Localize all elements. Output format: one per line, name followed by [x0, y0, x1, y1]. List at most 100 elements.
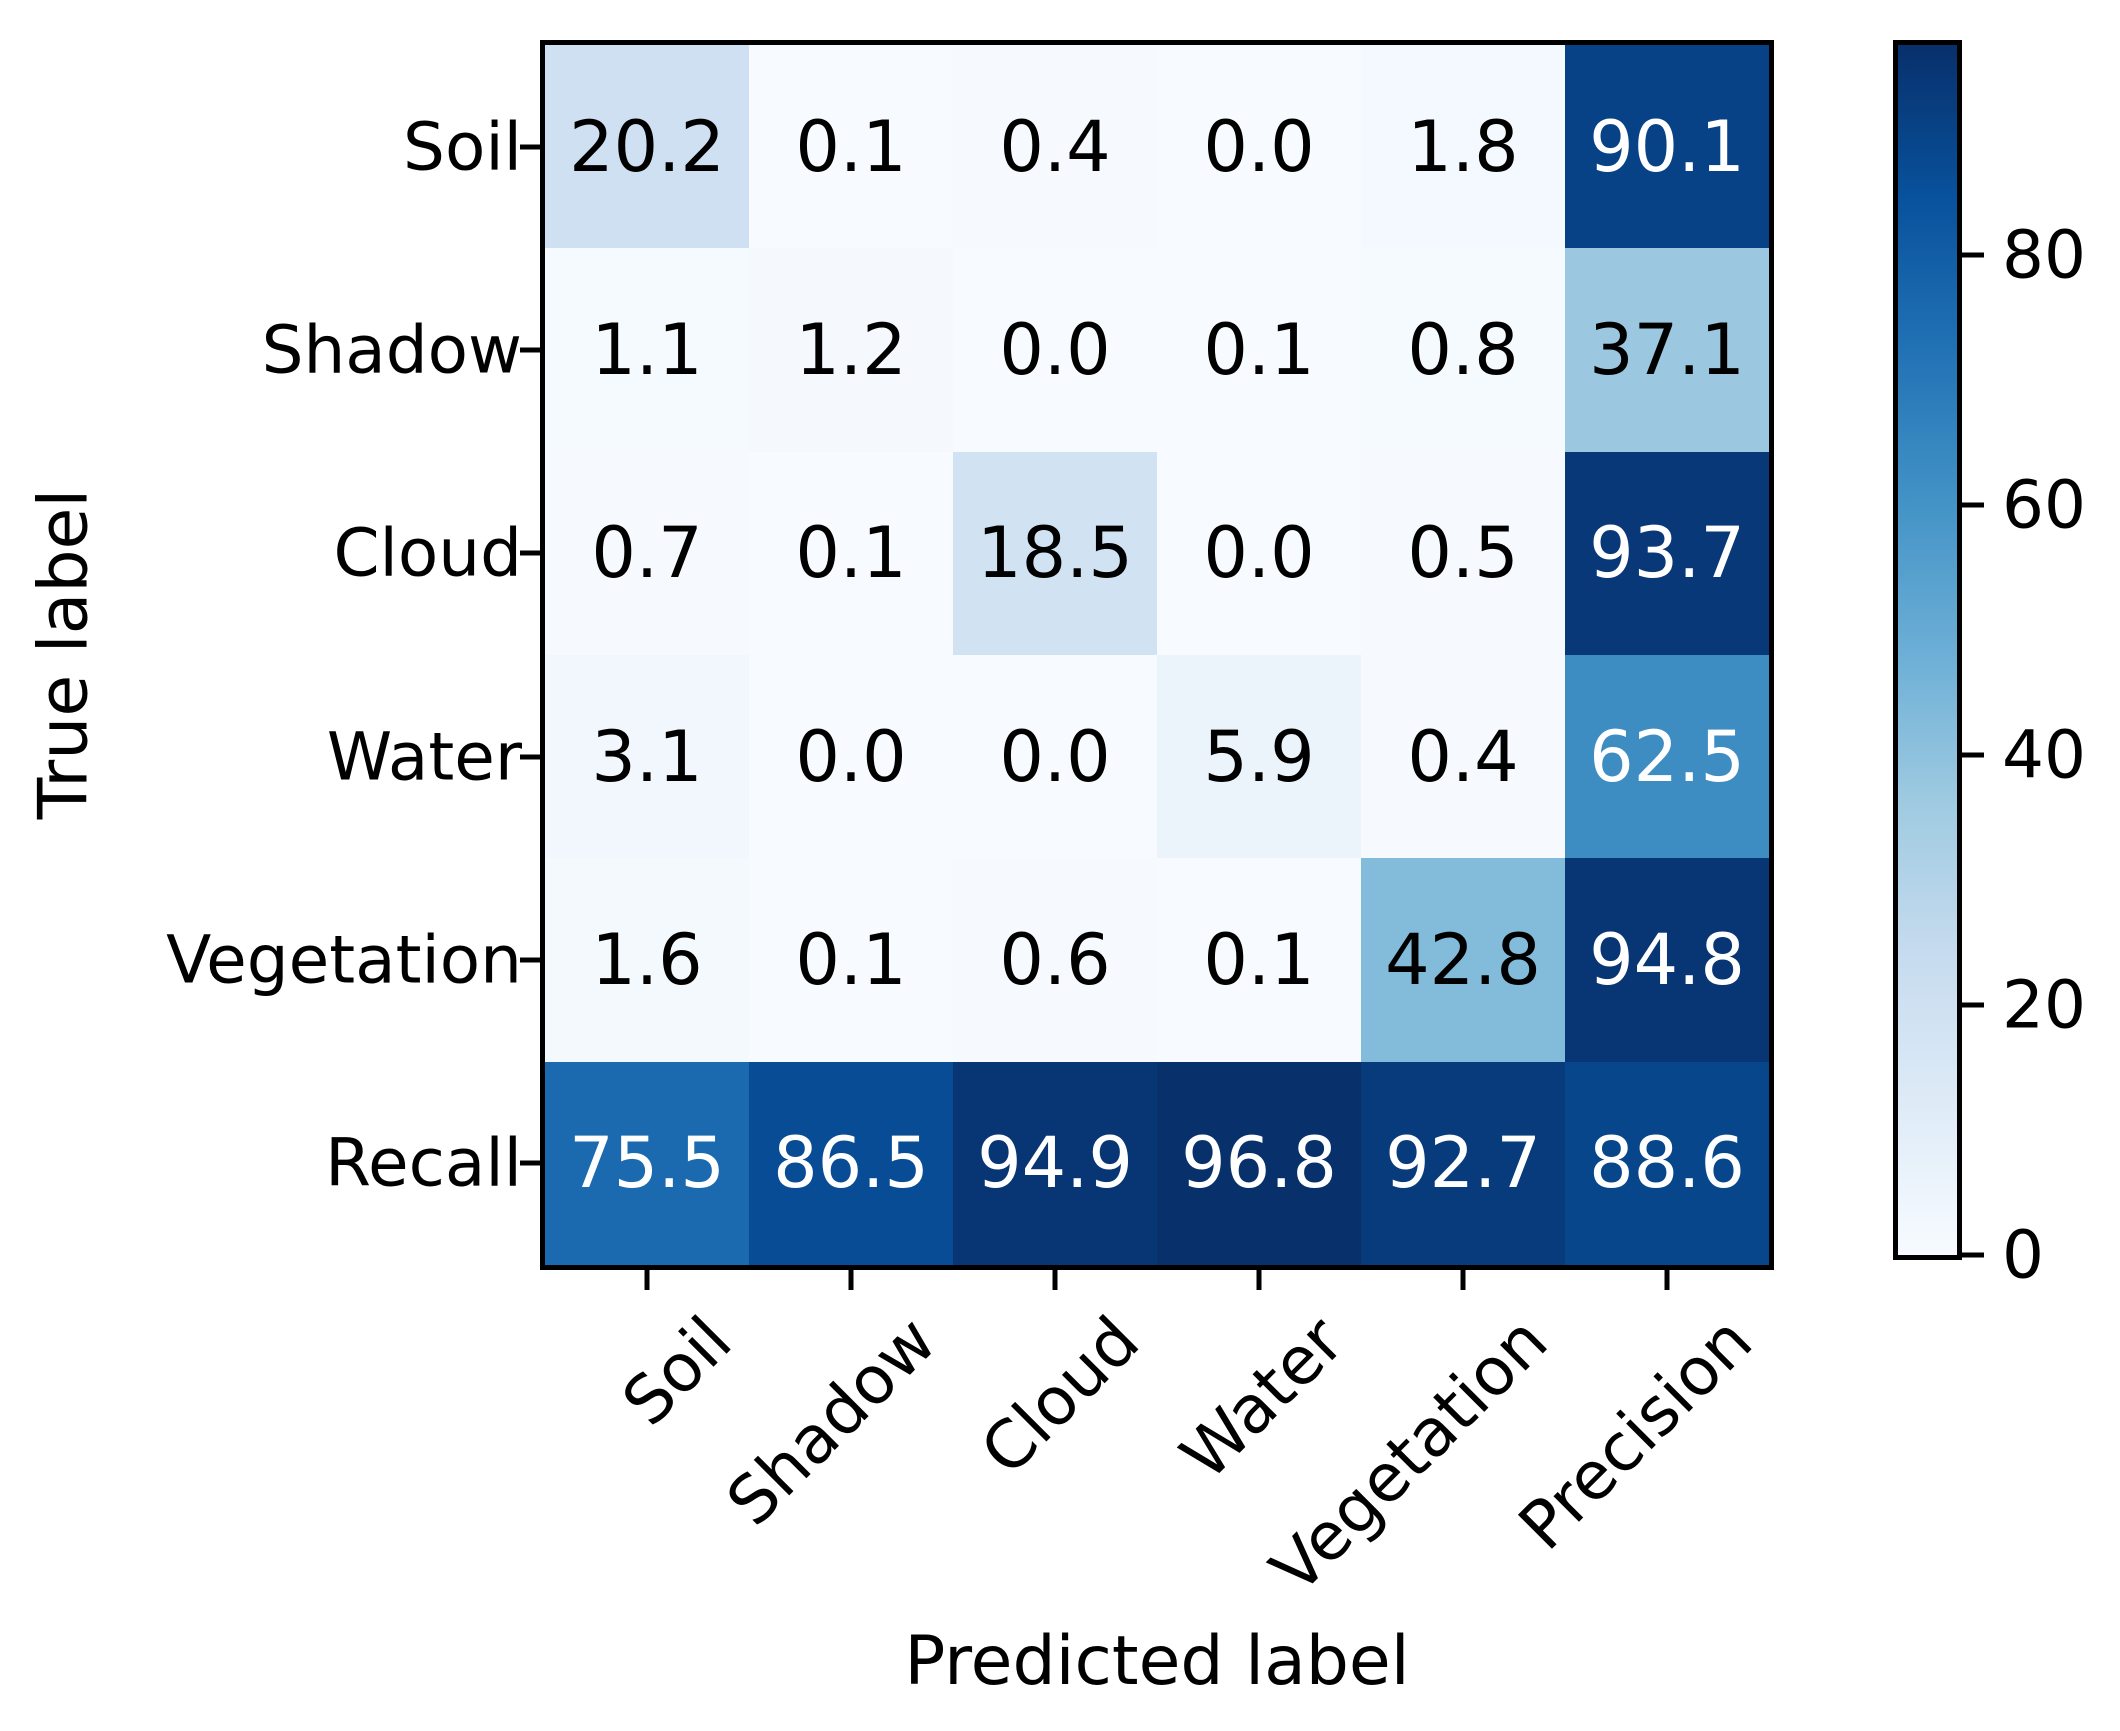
heatmap-cell: 86.5	[749, 1061, 953, 1265]
heatmap-cell: 0.7	[545, 451, 749, 655]
y-tick-label: Recall	[325, 1124, 522, 1202]
colorbar-tick-mark	[1962, 752, 1984, 758]
heatmap-cell-value: 0.6	[999, 918, 1111, 1001]
heatmap-cell-value: 93.7	[1589, 512, 1745, 595]
heatmap-cell: 94.9	[953, 1061, 1157, 1265]
heatmap-cell-value: 90.1	[1589, 105, 1745, 188]
colorbar	[1893, 40, 1962, 1260]
heatmap-cell-value: 20.2	[569, 105, 725, 188]
x-tick-mark	[644, 1270, 650, 1290]
heatmap-cell: 0.6	[953, 858, 1157, 1062]
heatmap-cell: 20.2	[545, 45, 749, 249]
heatmap-cell-value: 18.5	[977, 512, 1133, 595]
heatmap-cell: 1.8	[1361, 45, 1565, 249]
heatmap-cell-value: 1.6	[591, 918, 703, 1001]
y-axis-title: True label	[24, 488, 104, 820]
heatmap-cell: 0.4	[1361, 654, 1565, 859]
heatmap-cell-value: 37.1	[1589, 308, 1745, 391]
y-tick-label: Shadow	[261, 311, 522, 389]
heatmap-cell: 0.1	[749, 858, 953, 1062]
heatmap-cell: 37.1	[1565, 248, 1769, 452]
heatmap-cell: 0.1	[749, 45, 953, 249]
heatmap-cell-value: 0.1	[1203, 918, 1315, 1001]
heatmap-cell: 0.1	[1157, 858, 1361, 1062]
x-tick-mark	[1460, 1270, 1466, 1290]
colorbar-tick-label: 20	[2002, 966, 2086, 1044]
x-tick-label: Water	[1166, 1302, 1359, 1495]
heatmap-cell-value: 62.5	[1589, 715, 1745, 798]
heatmap-cell-value: 3.1	[591, 715, 703, 798]
colorbar-tick-label: 40	[2002, 716, 2086, 794]
x-tick-label: Soil	[607, 1302, 747, 1441]
heatmap-plot: 20.2 0.1 0.4 0.0 1.8 90.1 1.1 1.2 0.0 0.1 0.8 37.1 0…	[540, 40, 1774, 1270]
y-tick-label: Water	[326, 718, 522, 796]
y-tick-mark	[520, 347, 540, 353]
y-tick-mark	[520, 550, 540, 556]
heatmap-cell-value: 0.0	[999, 715, 1111, 798]
heatmap-cell: 42.8	[1361, 858, 1565, 1062]
heatmap-cell-value: 0.1	[795, 512, 907, 595]
y-tick-mark	[520, 957, 540, 963]
heatmap-cell-value: 0.5	[1407, 512, 1519, 595]
heatmap-cell: 0.4	[953, 45, 1157, 249]
heatmap-cell: 0.1	[749, 451, 953, 655]
heatmap-cell-value: 94.9	[977, 1122, 1133, 1205]
x-tick-mark	[1664, 1270, 1670, 1290]
heatmap-cell: 92.7	[1361, 1061, 1565, 1265]
colorbar-tick-mark	[1962, 252, 1984, 258]
heatmap-cell-value: 42.8	[1385, 918, 1541, 1001]
heatmap-cell-value: 1.1	[591, 308, 703, 391]
heatmap-cell: 90.1	[1565, 45, 1769, 249]
heatmap-cell-value: 0.1	[1203, 308, 1315, 391]
heatmap-grid: 20.2 0.1 0.4 0.0 1.8 90.1 1.1 1.2 0.0 0.1 0.8 37.1 0…	[545, 45, 1769, 1265]
y-tick-mark	[520, 1160, 540, 1166]
colorbar-tick-label: 0	[2002, 1216, 2044, 1294]
heatmap-cell-value: 0.1	[795, 105, 907, 188]
heatmap-cell-value: 1.2	[795, 308, 907, 391]
heatmap-cell-value: 0.8	[1407, 308, 1519, 391]
y-tick-label: Vegetation	[166, 921, 522, 999]
heatmap-cell: 5.9	[1157, 654, 1361, 859]
y-tick-mark	[520, 144, 540, 150]
y-tick-label: Soil	[403, 108, 522, 186]
heatmap-cell: 0.0	[953, 654, 1157, 859]
x-tick-mark	[1256, 1270, 1262, 1290]
heatmap-cell: 1.6	[545, 858, 749, 1062]
heatmap-cell-value: 0.4	[999, 105, 1111, 188]
colorbar-tick-label: 60	[2002, 466, 2086, 544]
heatmap-cell: 75.5	[545, 1061, 749, 1265]
heatmap-cell: 0.5	[1361, 451, 1565, 655]
heatmap-cell: 0.0	[749, 654, 953, 859]
x-tick-mark	[1052, 1270, 1058, 1290]
heatmap-cell: 88.6	[1565, 1061, 1769, 1265]
heatmap-cell: 0.0	[953, 248, 1157, 452]
colorbar-tick-label: 80	[2002, 216, 2086, 294]
y-tick-mark	[520, 754, 540, 760]
heatmap-cell: 0.0	[1157, 45, 1361, 249]
colorbar-tick-mark	[1962, 502, 1984, 508]
heatmap-cell: 93.7	[1565, 451, 1769, 655]
y-tick-label: Cloud	[333, 514, 522, 592]
heatmap-cell-value: 75.5	[569, 1122, 725, 1205]
heatmap-cell-value: 5.9	[1203, 715, 1315, 798]
heatmap-cell-value: 0.1	[795, 918, 907, 1001]
colorbar-tick-mark	[1962, 1252, 1984, 1258]
heatmap-cell-value: 0.7	[591, 512, 703, 595]
heatmap-cell: 1.2	[749, 248, 953, 452]
heatmap-cell: 96.8	[1157, 1061, 1361, 1265]
heatmap-cell: 18.5	[953, 451, 1157, 655]
x-tick-mark	[848, 1270, 854, 1290]
heatmap-cell: 62.5	[1565, 654, 1769, 859]
heatmap-cell: 0.1	[1157, 248, 1361, 452]
heatmap-cell: 0.8	[1361, 248, 1565, 452]
heatmap-cell-value: 0.0	[1203, 512, 1315, 595]
heatmap-cell: 3.1	[545, 654, 749, 859]
heatmap-cell-value: 0.4	[1407, 715, 1519, 798]
heatmap-cell-value: 88.6	[1589, 1122, 1745, 1205]
heatmap-cell-value: 96.8	[1181, 1122, 1337, 1205]
x-tick-label: Cloud	[966, 1302, 1155, 1490]
x-axis-title: Predicted label	[904, 1622, 1410, 1701]
x-tick-label: Shadow	[711, 1302, 951, 1541]
heatmap-cell: 0.0	[1157, 451, 1361, 655]
